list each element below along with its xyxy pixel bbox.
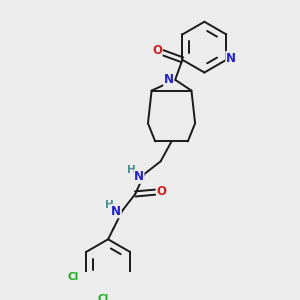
Text: N: N — [111, 205, 121, 218]
Text: N: N — [164, 73, 174, 86]
Text: O: O — [157, 185, 166, 198]
Text: O: O — [152, 44, 162, 57]
Text: Cl: Cl — [97, 294, 108, 300]
Text: N: N — [226, 52, 236, 64]
Text: Cl: Cl — [68, 272, 79, 282]
Text: H: H — [105, 200, 113, 210]
Text: H: H — [127, 165, 136, 176]
Text: N: N — [134, 170, 144, 183]
